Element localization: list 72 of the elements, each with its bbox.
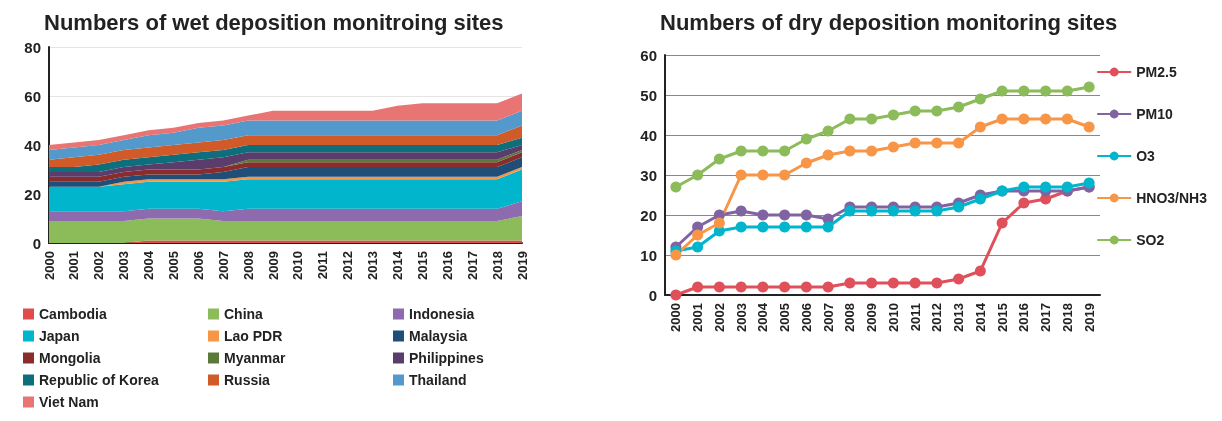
legend-label: Cambodia	[39, 306, 107, 322]
legend-label: Thailand	[409, 372, 467, 388]
legend-label: SO2	[1136, 232, 1165, 248]
chart-title: Numbers of wet deposition monitroing sites	[44, 9, 504, 35]
x-tick-label: 2009	[864, 303, 880, 332]
chart-title: Numbers of dry deposition monitoring sites	[660, 9, 1118, 35]
x-tick-label: 2019	[1081, 303, 1097, 332]
x-tick-label: 2003	[116, 251, 132, 280]
legend-label: O3	[1136, 148, 1156, 164]
x-tick-label: 2012	[929, 303, 945, 332]
y-tick-label: 0	[32, 234, 41, 252]
y-tick-label: 10	[640, 246, 657, 264]
y-tick-label: 30	[640, 166, 657, 184]
x-tick-label: 2004	[755, 302, 771, 332]
x-tick-label: 2015	[414, 251, 430, 280]
x-tick-label: 2013	[365, 251, 381, 280]
x-tick-label: 2002	[711, 303, 727, 332]
x-tick-label: 2003	[733, 303, 749, 332]
legend-label: Viet Nam	[39, 394, 99, 410]
legend-label: Philippines	[409, 350, 484, 366]
y-tick-label: 50	[640, 86, 657, 104]
legend-label: PM2.5	[1136, 64, 1177, 80]
legend-label: Myanmar	[224, 350, 287, 366]
y-tick-label: 60	[640, 46, 657, 64]
legend-label: China	[224, 306, 264, 322]
x-tick-label: 2016	[1016, 303, 1032, 332]
y-tick-label: 20	[640, 206, 657, 224]
y-tick-label: 20	[24, 185, 41, 203]
x-tick-label: 2007	[215, 251, 231, 280]
y-tick-label: 0	[648, 286, 657, 304]
x-tick-label: 2008	[842, 303, 858, 332]
y-tick-label: 40	[640, 126, 657, 144]
x-tick-label: 2012	[340, 251, 356, 280]
x-tick-label: 2009	[265, 251, 281, 280]
y-tick-label: 60	[24, 87, 41, 105]
x-tick-label: 2013	[951, 303, 967, 332]
legend-label: Mongolia	[39, 350, 101, 366]
x-tick-label: 2010	[290, 251, 306, 280]
x-tick-label: 2005	[777, 303, 793, 332]
x-tick-label: 2000	[41, 251, 57, 280]
x-tick-label: 2018	[1059, 303, 1075, 332]
legend-label: Indonesia	[409, 306, 475, 322]
x-tick-label: 2000	[668, 303, 684, 332]
legend-label: PM10	[1136, 106, 1173, 122]
x-tick-label: 2002	[91, 251, 107, 280]
x-tick-label: 2005	[165, 251, 181, 280]
x-tick-label: 2017	[464, 251, 480, 280]
x-tick-label: 2001	[66, 251, 82, 280]
x-tick-label: 2011	[907, 303, 923, 332]
x-tick-label: 2011	[315, 251, 331, 280]
x-tick-label: 2015	[994, 303, 1010, 332]
legend-label: Japan	[39, 328, 80, 344]
x-tick-label: 2010	[885, 303, 901, 332]
legend-label: Lao PDR	[224, 328, 283, 344]
legend-label: HNO3/NH3	[1136, 190, 1208, 206]
x-tick-label: 2019	[514, 251, 530, 280]
x-tick-label: 2008	[240, 251, 256, 280]
x-tick-label: 2017	[1038, 303, 1054, 332]
legend-label: Russia	[224, 372, 271, 388]
x-tick-label: 2007	[820, 303, 836, 332]
x-tick-label: 2018	[489, 251, 505, 280]
x-tick-label: 2014	[972, 302, 988, 332]
x-tick-label: 2006	[190, 251, 206, 280]
legend-label: Malaysia	[409, 328, 468, 344]
x-tick-label: 2001	[690, 303, 706, 332]
y-tick-label: 40	[24, 136, 41, 154]
y-tick-label: 80	[24, 38, 41, 56]
x-tick-label: 2014	[390, 250, 406, 280]
x-tick-label: 2004	[141, 250, 157, 280]
legend-label: Republic of Korea	[39, 372, 160, 388]
x-tick-label: 2006	[798, 303, 814, 332]
x-tick-label: 2016	[439, 251, 455, 280]
